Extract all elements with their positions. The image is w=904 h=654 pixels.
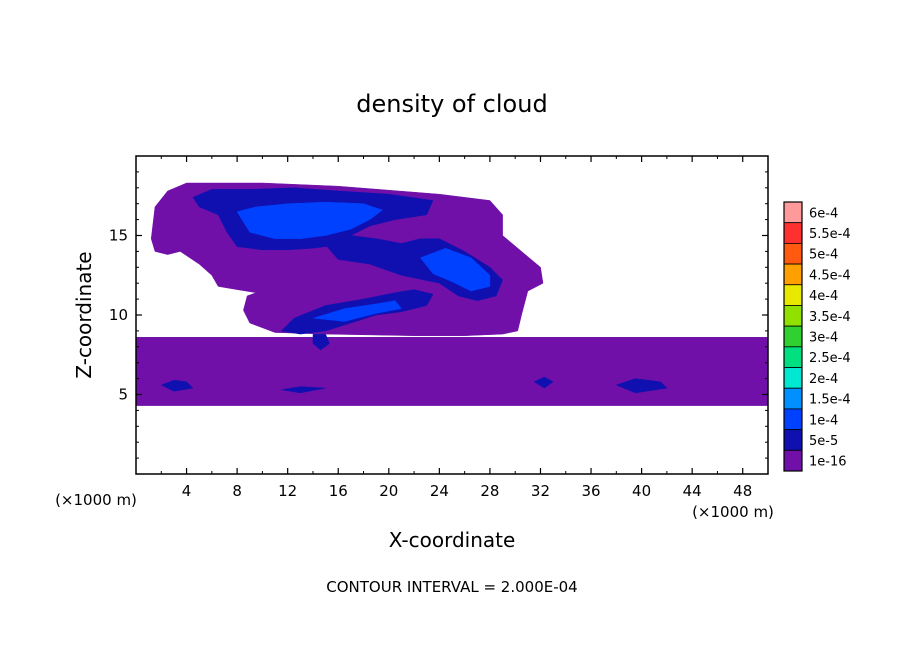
colorbar-swatch-4: [783, 284, 803, 306]
colorbar-label-1: 5.5e-4: [809, 227, 851, 242]
contour-region-12: [312, 333, 330, 351]
plot-area: [135, 155, 769, 475]
x-tick-label-4: 20: [379, 482, 398, 500]
x-tick-label-3: 16: [329, 482, 348, 500]
x-axis-unit-left: (×1000 m): [55, 491, 137, 509]
contour-region-7: [312, 300, 402, 322]
colorbar-label-10: 1e-4: [809, 413, 838, 428]
x-axis-label: X-coordinate: [389, 528, 516, 552]
axis-ticks: [136, 156, 768, 474]
contour-region-11: [281, 386, 326, 394]
colorbar-swatch-5: [783, 305, 803, 327]
colorbar-label-3: 4.5e-4: [809, 268, 851, 283]
colorbar-label-0: 6e-4: [809, 206, 838, 221]
colorbar-label-4: 4e-4: [809, 289, 838, 304]
colorbar-swatch-8: [783, 367, 803, 389]
colorbar: 6e-4 5.5e-4 5e-4 4.5e-4 4e-4 3.5e-4 3e-4 2.5e-4…: [783, 201, 851, 472]
y-tick-label-0: 5: [118, 386, 128, 404]
y-tick-label-2: 15: [109, 227, 128, 245]
colorbar-swatch-10: [783, 408, 803, 431]
colorbar-label-5: 3.5e-4: [809, 310, 851, 325]
x-tick-label-5: 24: [430, 482, 449, 500]
x-tick-label-8: 36: [581, 482, 600, 500]
contour-fills: [135, 182, 769, 406]
x-tick-label-2: 12: [278, 482, 297, 500]
colorbar-swatch-12: [783, 449, 803, 472]
colorbar-swatch-1: [783, 222, 803, 244]
colorbar-label-11: 5e-5: [809, 434, 838, 449]
colorbar-label-7: 2.5e-4: [809, 351, 851, 366]
x-tick-label-0: 4: [182, 482, 192, 500]
x-tick-label-11: 48: [733, 482, 752, 500]
contour-region-5: [236, 201, 383, 239]
colorbar-swatch-9: [783, 387, 803, 410]
colorbar-label-12: 1e-16: [809, 455, 847, 470]
x-tick-label-1: 8: [232, 482, 242, 500]
colorbar-label-9: 1.5e-4: [809, 393, 851, 408]
colorbar-swatch-2: [783, 242, 803, 265]
contour-region-6: [420, 247, 491, 292]
contour-region-10: [533, 376, 554, 389]
colorbar-label-2: 5e-4: [809, 248, 838, 263]
colorbar-swatch-0: [783, 201, 803, 224]
x-tick-labels: 4 8 12 16 20 24 28 32 36 40 44 48: [182, 482, 752, 500]
colorbar-swatch-7: [783, 346, 803, 368]
x-axis-unit-right: (×1000 m): [692, 503, 774, 521]
colorbar-swatch-11: [783, 429, 803, 451]
colorbar-label-8: 2e-4: [809, 372, 838, 387]
y-tick-labels: 5 10 15: [109, 227, 128, 404]
chart-title: density of cloud: [356, 90, 547, 118]
colorbar-frame: [783, 201, 803, 472]
contour-interval-note: CONTOUR INTERVAL = 2.000E-04: [326, 578, 577, 596]
x-tick-label-6: 28: [480, 482, 499, 500]
contour-region-8: [161, 379, 194, 392]
y-axis-label: Z-coordinate: [72, 251, 96, 378]
colorbar-label-6: 3e-4: [809, 331, 838, 346]
colorbar-swatch-3: [783, 263, 803, 286]
x-tick-label-10: 44: [683, 482, 702, 500]
colorbar-swatch-6: [783, 325, 803, 348]
contour-region-9: [616, 378, 668, 394]
x-tick-label-9: 40: [632, 482, 651, 500]
y-tick-label-1: 10: [109, 306, 128, 324]
x-tick-label-7: 32: [531, 482, 550, 500]
contour-region-0: [135, 337, 769, 406]
